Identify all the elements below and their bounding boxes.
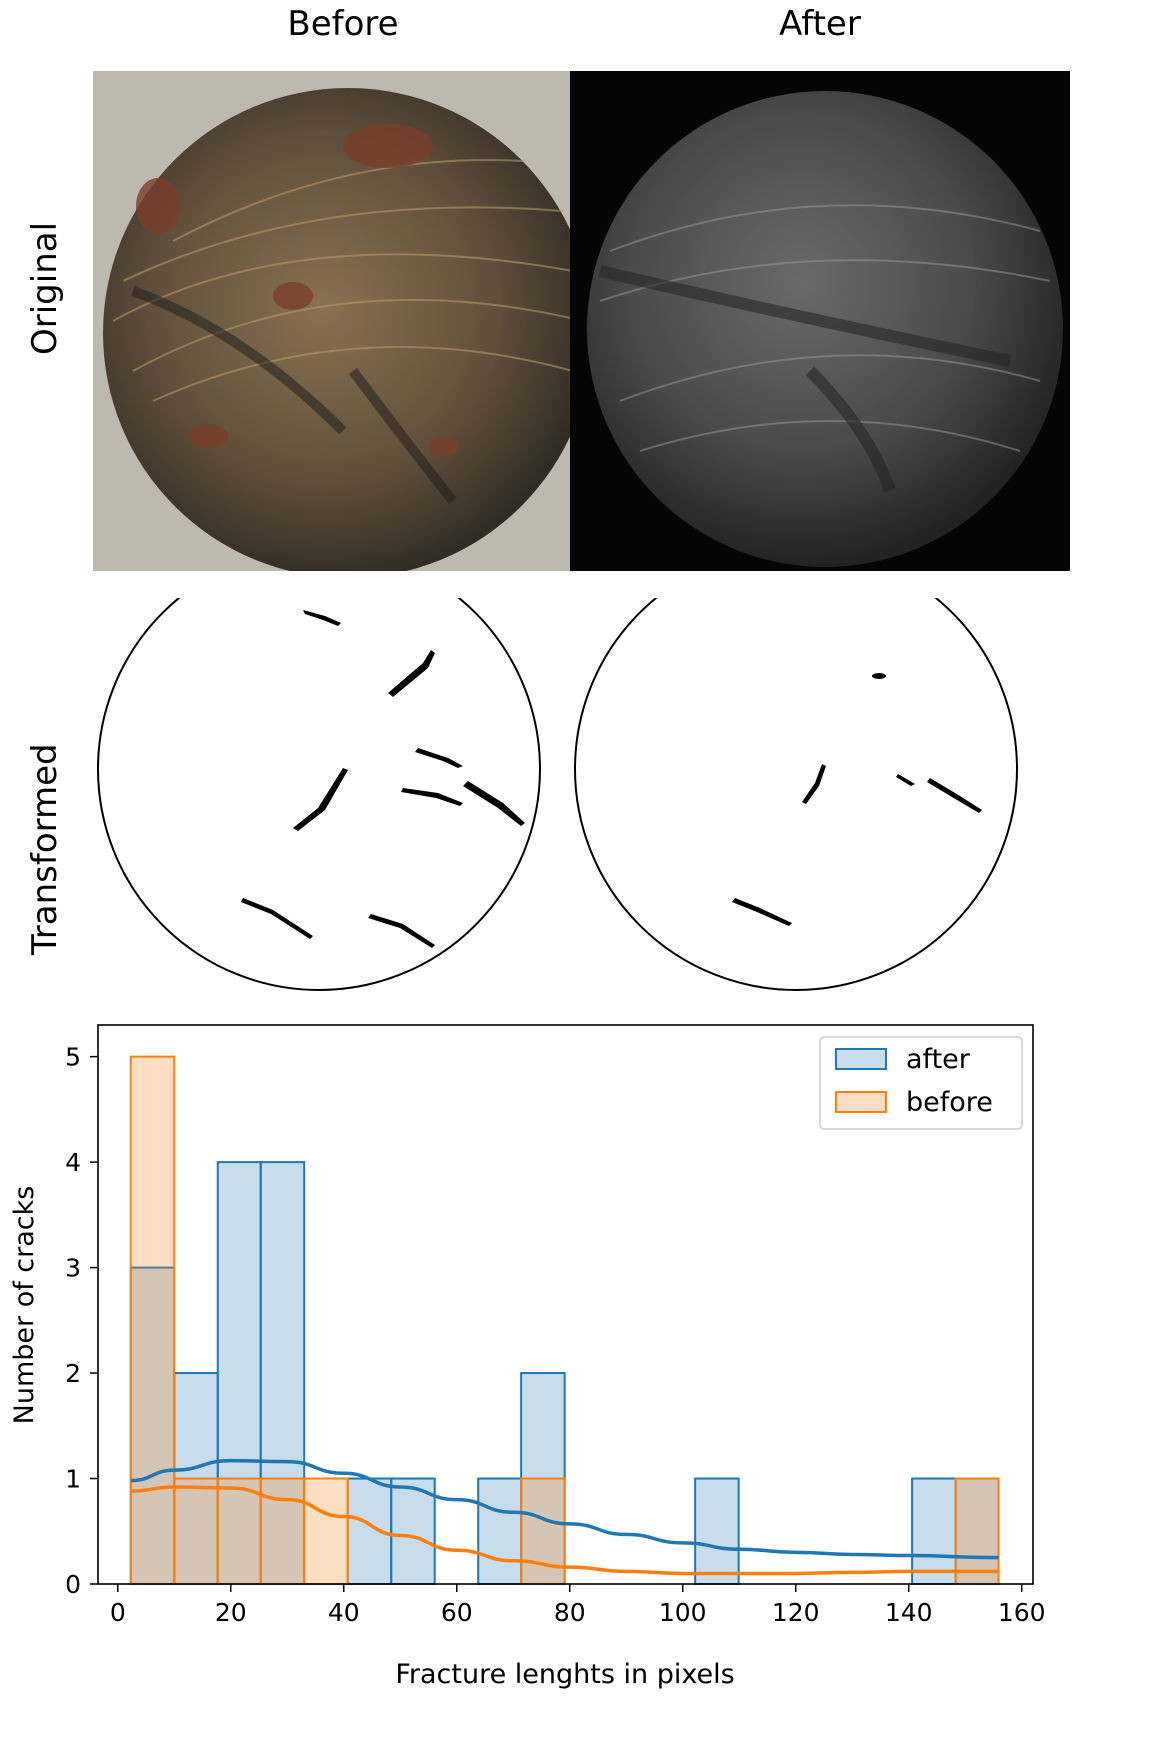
after-transformed [570,547,1070,1098]
y-tick-label: 0 [65,1570,81,1599]
plot-frame [97,1024,1034,1585]
before-transformed [93,547,593,1098]
x-tick-label: 120 [772,1598,820,1627]
y-tick-label: 5 [65,1043,81,1072]
row-title-transformed: Transformed [25,743,65,955]
x-tick-label: 160 [998,1598,1046,1627]
column-title-after: After [779,4,861,44]
after-transformed-drawing [574,547,1018,991]
kde-curves [130,1458,999,1576]
before-crack-marks [241,610,525,948]
histogram-bar-after [694,1477,740,1585]
column-title-before: Before [287,4,399,44]
y-tick-label: 3 [65,1254,81,1283]
legend-label-after: after [906,1044,971,1075]
legend-label-before: before [906,1087,993,1118]
fracture-histogram: 0 20 40 60 80 100 120 140 160 0 1 2 3 4 5 Fracture le… [9,1024,1046,1690]
histogram-bar-before [954,1477,1000,1585]
x-tick-label: 60 [441,1598,473,1627]
histogram-bar-before [173,1477,219,1585]
histogram-bar-before [259,1477,306,1585]
histogram-bar-before [216,1477,262,1585]
y-tick-label: 2 [65,1359,81,1388]
x-tick-label: 40 [328,1598,360,1627]
kde-curve-before [130,1485,999,1576]
legend-swatch-before [835,1091,887,1113]
x-tick-label: 80 [554,1598,586,1627]
y-axis-label: Number of cracks [9,1186,40,1425]
before-photo-drawing [103,88,593,571]
histogram-bar-after [911,1477,957,1585]
x-ticks: 0 20 40 60 80 100 120 140 160 [110,1584,1046,1627]
y-tick-label: 1 [65,1465,81,1494]
y-ticks: 0 1 2 3 4 5 [65,1043,98,1599]
y-tick-label: 4 [65,1148,81,1177]
row-title-original: Original [25,221,65,355]
legend-swatch-after [835,1048,887,1070]
histogram-bar-before [129,1055,176,1586]
x-tick-label: 20 [215,1598,247,1627]
kde-curve-after [130,1458,999,1560]
x-tick-label: 140 [885,1598,933,1627]
histogram-bar-after [477,1477,523,1585]
after-photo [570,71,1070,571]
histogram-bar-after [216,1161,262,1585]
x-axis-label: Fracture lenghts in pixels [395,1659,734,1690]
x-tick-label: 0 [110,1598,126,1627]
histogram-bars [129,1055,1000,1586]
legend: after before [819,1036,1023,1130]
before-photo [93,71,593,571]
after-photo-drawing [587,91,1063,567]
after-crack-marks [732,673,982,926]
x-tick-label: 100 [659,1598,707,1627]
histogram-bar-after [259,1161,306,1585]
histogram-bar-before [303,1477,349,1585]
before-transformed-drawing [97,547,541,991]
